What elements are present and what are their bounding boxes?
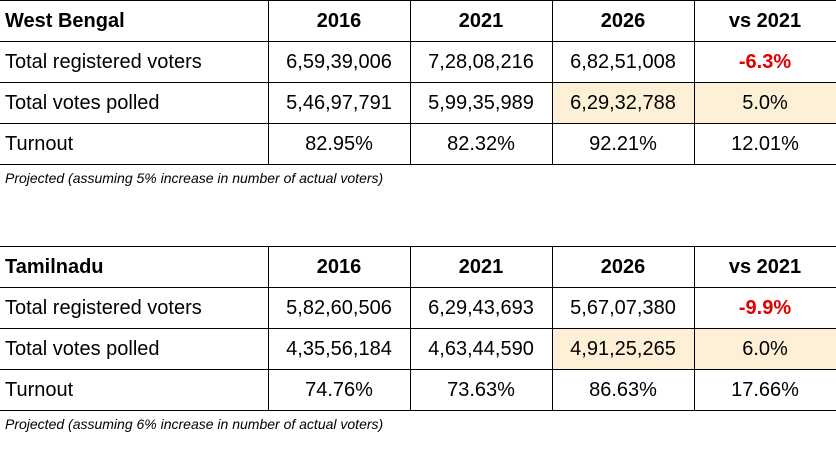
projection-note: Projected (assuming 5% increase in numbe… [5, 170, 384, 186]
table-header-row: West Bengal 2016 2021 2026 vs 2021 [0, 0, 836, 42]
header-2021: 2021 [409, 0, 552, 42]
cell-vs-2021-highlighted: 5.0% [693, 82, 836, 124]
header-2021: 2021 [409, 246, 552, 288]
row-label: Total votes polled [0, 82, 268, 124]
tamilnadu-table: Tamilnadu 2016 2021 2026 vs 2021 Total r… [0, 246, 836, 411]
cell-2021: 73.63% [409, 369, 552, 411]
cell-2026: 92.21% [551, 123, 694, 165]
cell-2016: 5,82,60,506 [267, 287, 410, 329]
tamilnadu-section: Tamilnadu 2016 2021 2026 vs 2021 Total r… [0, 246, 836, 437]
table-row: Total votes polled 5,46,97,791 5,99,35,9… [0, 82, 836, 124]
cell-2016: 82.95% [267, 123, 410, 165]
header-2016: 2016 [267, 246, 410, 288]
table-row: Turnout 82.95% 82.32% 92.21% 12.01% [0, 123, 836, 165]
cell-vs-2021: 12.01% [693, 123, 836, 165]
cell-2026-highlighted: 6,29,32,788 [551, 82, 694, 124]
cell-2026: 6,82,51,008 [551, 41, 694, 83]
cell-vs-2021: -6.3% [693, 41, 836, 83]
cell-vs-2021: 17.66% [693, 369, 836, 411]
row-label: Total registered voters [0, 287, 268, 329]
table-row: Total registered voters 5,82,60,506 6,29… [0, 287, 836, 329]
table-row: Turnout 74.76% 73.63% 86.63% 17.66% [0, 369, 836, 411]
state-name: Tamilnadu [0, 246, 268, 288]
cell-2021: 6,29,43,693 [409, 287, 552, 329]
west-bengal-table: West Bengal 2016 2021 2026 vs 2021 Total… [0, 0, 836, 165]
row-label: Turnout [0, 123, 268, 165]
projection-note: Projected (assuming 6% increase in numbe… [5, 416, 384, 432]
cell-vs-2021-highlighted: 6.0% [693, 328, 836, 370]
header-2026: 2026 [551, 246, 694, 288]
cell-2021: 4,63,44,590 [409, 328, 552, 370]
cell-2021: 82.32% [409, 123, 552, 165]
table-row: Total registered voters 6,59,39,006 7,28… [0, 41, 836, 83]
cell-2016: 6,59,39,006 [267, 41, 410, 83]
cell-2021: 5,99,35,989 [409, 82, 552, 124]
header-2016: 2016 [267, 0, 410, 42]
header-2026: 2026 [551, 0, 694, 42]
cell-2026-highlighted: 4,91,25,265 [551, 328, 694, 370]
cell-vs-2021: -9.9% [693, 287, 836, 329]
west-bengal-section: West Bengal 2016 2021 2026 vs 2021 Total… [0, 0, 836, 191]
row-label: Total registered voters [0, 41, 268, 83]
header-vs-2021: vs 2021 [693, 246, 836, 288]
cell-2016: 5,46,97,791 [267, 82, 410, 124]
header-vs-2021: vs 2021 [693, 0, 836, 42]
state-name: West Bengal [0, 0, 268, 42]
cell-2026: 5,67,07,380 [551, 287, 694, 329]
cell-2026: 86.63% [551, 369, 694, 411]
row-label: Total votes polled [0, 328, 268, 370]
table-header-row: Tamilnadu 2016 2021 2026 vs 2021 [0, 246, 836, 288]
cell-2016: 4,35,56,184 [267, 328, 410, 370]
table-row: Total votes polled 4,35,56,184 4,63,44,5… [0, 328, 836, 370]
row-label: Turnout [0, 369, 268, 411]
cell-2016: 74.76% [267, 369, 410, 411]
cell-2021: 7,28,08,216 [409, 41, 552, 83]
